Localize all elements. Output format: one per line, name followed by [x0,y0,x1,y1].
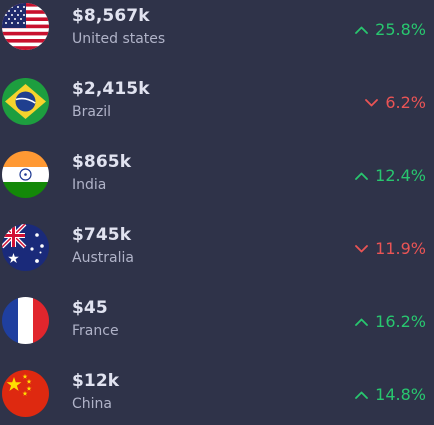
chevron-up-icon [355,26,369,34]
sales-amount: $745k [72,225,132,245]
list-item: $8,567k United states 25.8% [0,0,434,60]
sales-amount: $8,567k [72,6,150,26]
chevron-up-icon [355,172,369,180]
change-percentage: 11.9% [375,239,426,258]
change-indicator: 14.8% [355,385,426,404]
chevron-up-icon [355,318,369,326]
brazil-flag-icon [2,78,49,125]
country-name: Brazil [72,104,112,120]
india-flag-icon [2,151,49,198]
list-item: $12k China 14.8% [0,365,434,425]
country-name: United states [72,31,166,47]
chevron-down-icon [355,244,369,253]
change-indicator: 25.8% [355,20,426,39]
sales-amount: $865k [72,152,132,172]
list-item: $865k India 12.4% [0,146,434,206]
sales-amount: $2,415k [72,79,150,99]
china-flag-icon [2,370,49,417]
australia-flag-icon [2,224,49,271]
france-flag-icon [2,297,49,344]
chevron-down-icon [365,98,379,107]
change-percentage: 25.8% [375,20,426,39]
change-indicator: 6.2% [365,93,426,112]
country-name: China [72,396,112,412]
country-name: Australia [72,250,134,266]
change-percentage: 14.8% [375,385,426,404]
list-item: $2,415k Brazil 6.2% [0,73,434,133]
chevron-up-icon [355,391,369,399]
change-percentage: 16.2% [375,312,426,331]
change-indicator: 11.9% [355,239,426,258]
us-flag-icon [2,3,49,50]
change-percentage: 6.2% [385,93,426,112]
change-indicator: 16.2% [355,312,426,331]
country-name: India [72,177,107,193]
list-item: $45 France 16.2% [0,292,434,352]
sales-amount: $12k [72,371,120,391]
change-indicator: 12.4% [355,166,426,185]
country-name: France [72,323,119,339]
change-percentage: 12.4% [375,166,426,185]
list-item: $745k Australia 11.9% [0,219,434,279]
sales-amount: $45 [72,298,108,318]
